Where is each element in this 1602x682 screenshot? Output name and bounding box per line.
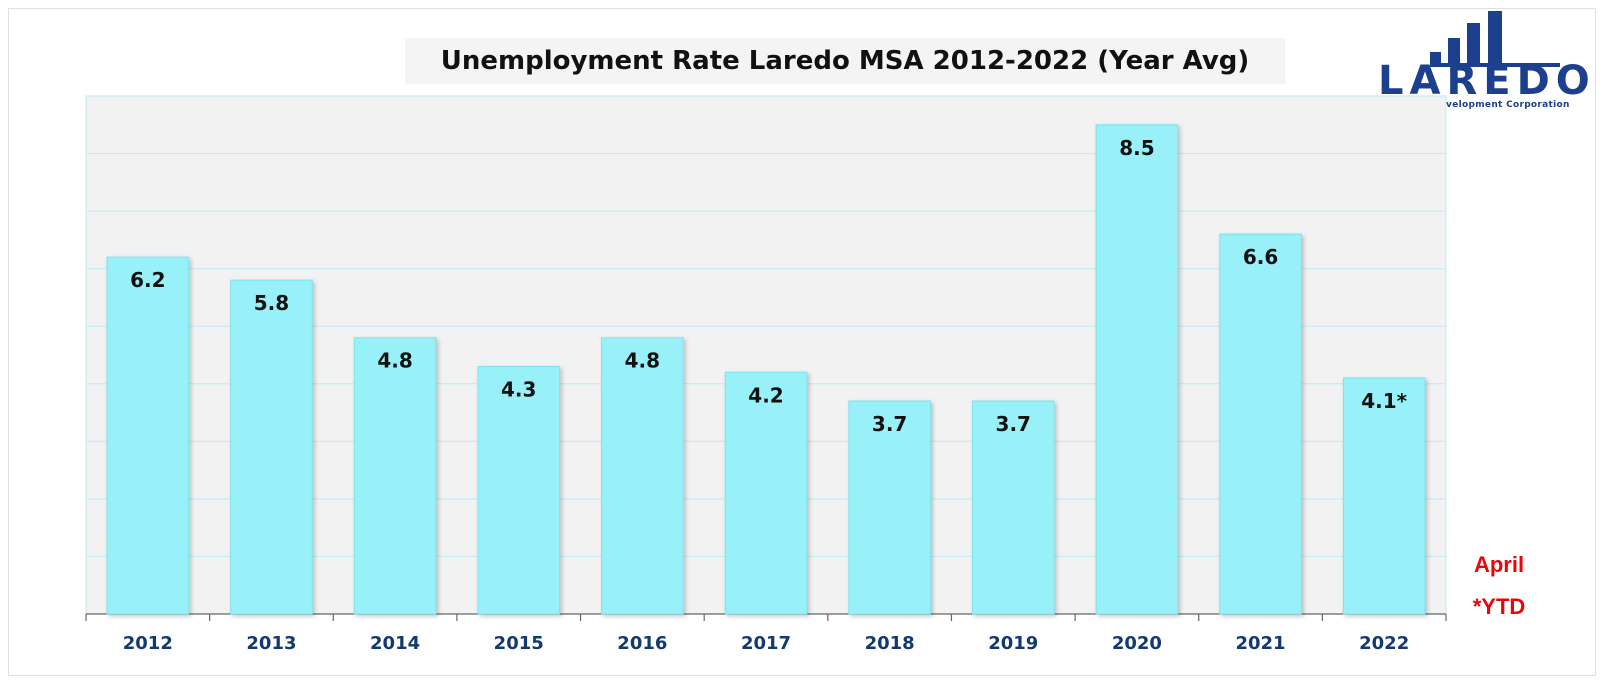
bar-2016 xyxy=(601,337,684,615)
laredo-edc-logo: LAREDO Economic Development Corporation xyxy=(1370,8,1602,118)
x-tick-label-2015: 2015 xyxy=(494,633,544,654)
bar-2021 xyxy=(1219,233,1302,615)
logo-wordmark: LAREDO xyxy=(1378,58,1596,104)
data-label-2017: 4.2 xyxy=(748,383,783,407)
bar-2015 xyxy=(477,366,561,615)
x-tick-label-2018: 2018 xyxy=(865,633,915,654)
data-label-2012: 6.2 xyxy=(130,268,165,292)
x-tick-label-2016: 2016 xyxy=(617,633,667,654)
footnote-ytd: *YTD xyxy=(1472,594,1526,619)
data-label-2016: 4.8 xyxy=(625,349,660,373)
data-label-2015: 4.3 xyxy=(501,378,536,402)
chart-title: Unemployment Rate Laredo MSA 2012-2022 (… xyxy=(405,38,1285,84)
bar-2013 xyxy=(230,279,313,615)
x-tick-label-2014: 2014 xyxy=(370,633,420,654)
x-tick-label-2017: 2017 xyxy=(741,633,791,654)
logo-bar-base xyxy=(1430,63,1560,67)
logo-bar-tall xyxy=(1467,23,1480,64)
data-label-2022: 4.1* xyxy=(1361,389,1407,413)
logo-bar-tallest xyxy=(1488,11,1502,64)
bar-2022 xyxy=(1342,377,1426,615)
x-tick-label-2020: 2020 xyxy=(1112,633,1162,654)
data-label-2013: 5.8 xyxy=(254,291,289,315)
footnote-month: April xyxy=(1473,552,1525,577)
x-tick-label-2022: 2022 xyxy=(1359,633,1409,654)
bar-2018 xyxy=(848,400,931,615)
data-label-2021: 6.6 xyxy=(1243,245,1278,269)
x-tick-label-2021: 2021 xyxy=(1235,633,1285,654)
bar-2017 xyxy=(724,371,808,615)
chart-frame xyxy=(8,8,1596,676)
data-label-2019: 3.7 xyxy=(996,412,1031,436)
bar-2012 xyxy=(106,256,190,615)
x-tick-label-2019: 2019 xyxy=(988,633,1038,654)
data-label-2014: 4.8 xyxy=(377,349,412,373)
x-tick-label-2012: 2012 xyxy=(123,633,173,654)
bar-2020 xyxy=(1095,124,1179,615)
data-label-2018: 3.7 xyxy=(872,412,907,436)
x-tick-label-2013: 2013 xyxy=(246,633,296,654)
logo-bar-small xyxy=(1430,52,1441,64)
bar-2014 xyxy=(353,337,437,615)
logo-bar-medium xyxy=(1448,38,1460,64)
logo-tagline: Economic Development Corporation xyxy=(1378,100,1570,110)
data-label-2020: 8.5 xyxy=(1119,136,1154,160)
bar-2019 xyxy=(971,400,1055,615)
